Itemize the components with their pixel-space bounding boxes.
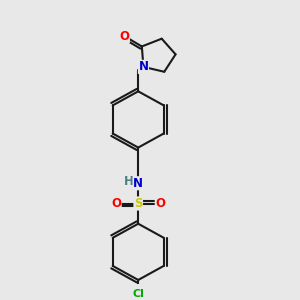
Text: N: N <box>133 177 143 190</box>
Text: O: O <box>155 197 165 210</box>
Text: N: N <box>138 60 148 74</box>
Text: S: S <box>134 197 142 210</box>
Text: Cl: Cl <box>132 289 144 299</box>
Text: O: O <box>119 30 129 43</box>
Text: H: H <box>124 175 134 188</box>
Text: O: O <box>111 197 121 210</box>
